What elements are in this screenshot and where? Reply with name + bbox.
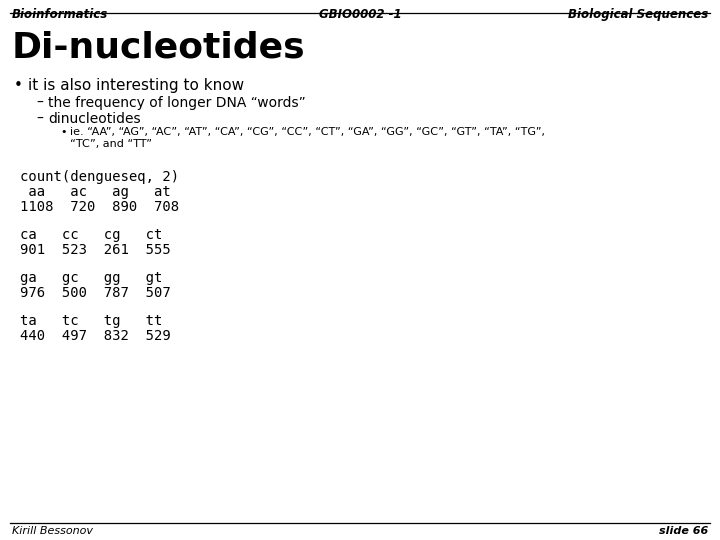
Text: Di-nucleotides: Di-nucleotides bbox=[12, 30, 305, 64]
Text: 440  497  832  529: 440 497 832 529 bbox=[20, 329, 171, 343]
Text: ca   cc   cg   ct: ca cc cg ct bbox=[20, 228, 163, 242]
Text: the frequency of longer DNA “words”: the frequency of longer DNA “words” bbox=[48, 96, 306, 110]
Text: slide 66: slide 66 bbox=[659, 526, 708, 536]
Text: –: – bbox=[36, 112, 43, 126]
Text: 1108  720  890  708: 1108 720 890 708 bbox=[20, 200, 179, 214]
Text: Bioinformatics: Bioinformatics bbox=[12, 8, 108, 21]
Text: GBIO0002 -1: GBIO0002 -1 bbox=[319, 8, 401, 21]
Text: •: • bbox=[14, 78, 23, 93]
Text: count(dengueseq, 2): count(dengueseq, 2) bbox=[20, 170, 179, 184]
Text: aa   ac   ag   at: aa ac ag at bbox=[20, 185, 171, 199]
Text: ta   tc   tg   tt: ta tc tg tt bbox=[20, 314, 163, 328]
Text: ga   gc   gg   gt: ga gc gg gt bbox=[20, 271, 163, 285]
Text: Biological Sequences: Biological Sequences bbox=[568, 8, 708, 21]
Text: 901  523  261  555: 901 523 261 555 bbox=[20, 243, 171, 257]
Text: 976  500  787  507: 976 500 787 507 bbox=[20, 286, 171, 300]
Text: it is also interesting to know: it is also interesting to know bbox=[28, 78, 244, 93]
Text: ie. “AA”, “AG”, “AC”, “AT”, “CA”, “CG”, “CC”, “CT”, “GA”, “GG”, “GC”, “GT”, “TA”: ie. “AA”, “AG”, “AC”, “AT”, “CA”, “CG”, … bbox=[70, 127, 545, 137]
Text: –: – bbox=[36, 96, 43, 110]
Text: “TC”, and “TT”: “TC”, and “TT” bbox=[70, 139, 152, 149]
Text: dinucleotides: dinucleotides bbox=[48, 112, 140, 126]
Text: Kirill Bessonov: Kirill Bessonov bbox=[12, 526, 93, 536]
Text: •: • bbox=[60, 127, 66, 137]
